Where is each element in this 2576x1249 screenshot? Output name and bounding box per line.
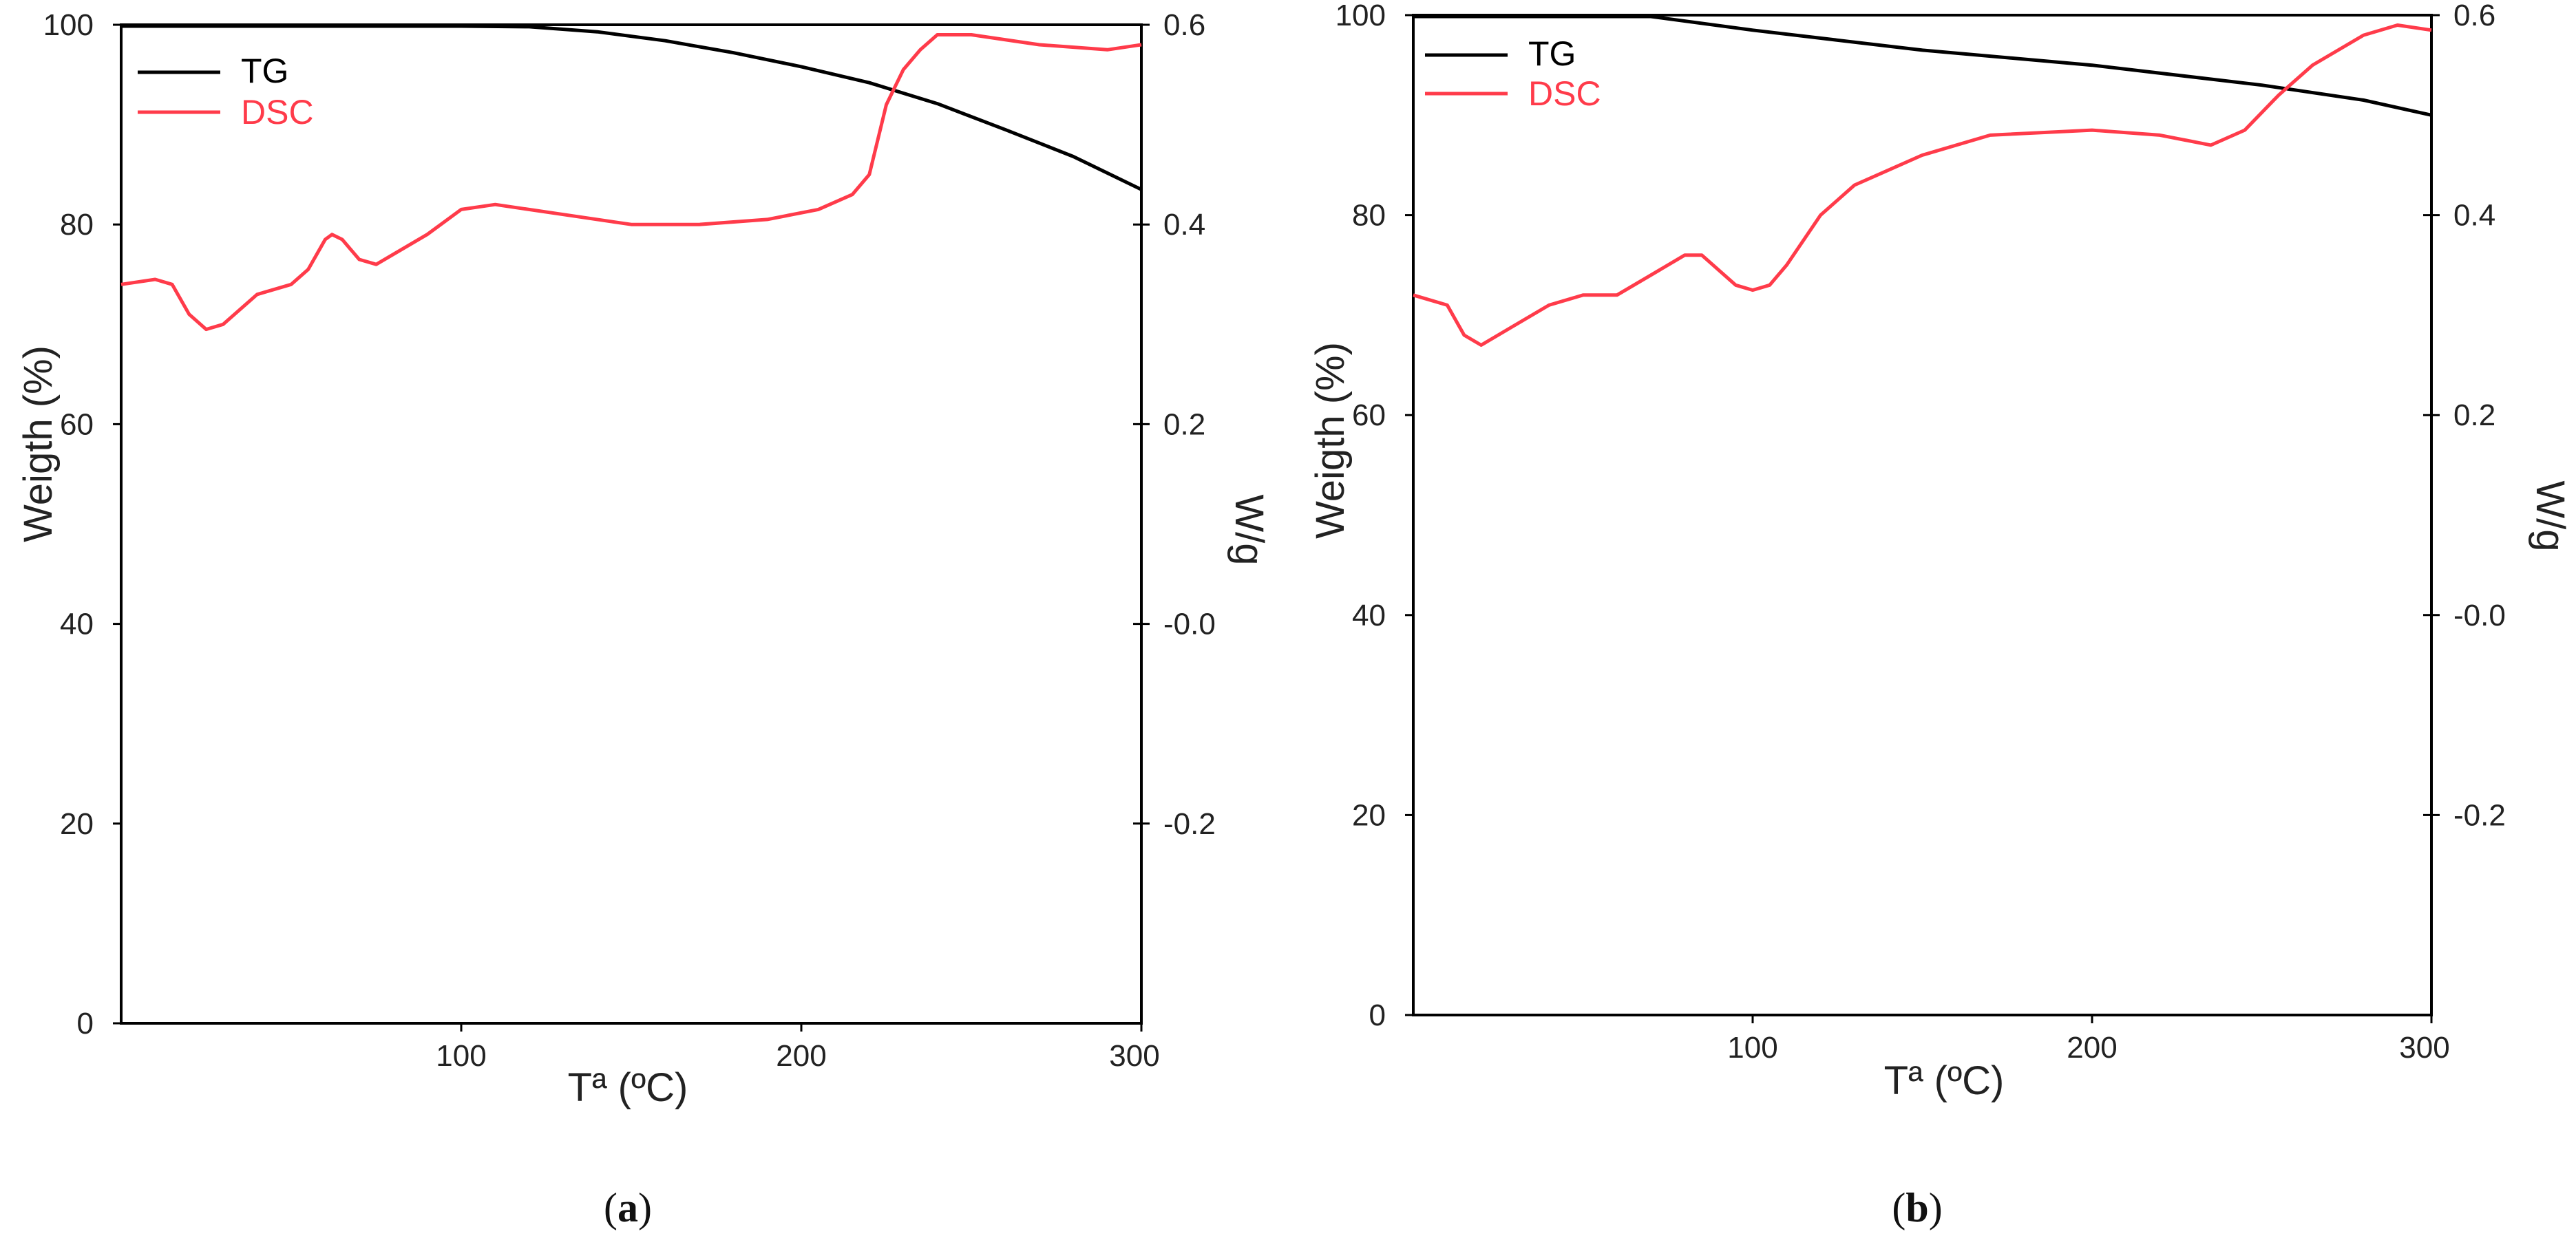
panel-b-tick-group: 100 200 300 0 20 40 60 80 100 -0.2 -0.0 0.2 0.4 0.6: [1335, 0, 2506, 1065]
panel-b-y-tick-label-100: 100: [1335, 0, 1386, 32]
panel-b-x-tick-label-100: 100: [1727, 1031, 1777, 1065]
panel-b-y2-tick-label--0.2: -0.2: [2453, 798, 2506, 832]
panel-a-x-tick-label-200: 200: [776, 1039, 826, 1073]
panel-a-y2-tick-label--0.2: -0.2: [1163, 807, 1216, 841]
panel-b-x-tick-label-300: 300: [2399, 1031, 2449, 1065]
panel-a-tick-group: 100 200 300 0 20 40 60 80 100 -0.2 -0.0 0.2 0.4 0.6: [43, 8, 1216, 1073]
panel-b-y-tick-label-0: 0: [1369, 999, 1386, 1032]
panel-a-plot-frame: [120, 23, 1143, 1025]
panel-a-series-group: [120, 24, 1143, 332]
panel-a-x-axis-title: Tª (ºC): [568, 1065, 688, 1110]
panel-b-caption: (b): [1892, 1185, 1942, 1230]
panel-b-y2-tick-label-0.6: 0.6: [2453, 0, 2495, 32]
panel-b-series-dsc-line: [1413, 23, 2432, 347]
panel-a-y-tick-label-20: 20: [60, 807, 94, 841]
panel-b-y-tick-label-40: 40: [1352, 599, 1386, 632]
panel-b-legend: TG DSC: [1425, 34, 1601, 113]
panel-a-legend-dsc-label: DSC: [241, 93, 314, 131]
panel-a-y-tick-label-0: 0: [77, 1007, 94, 1040]
panel-b-x-tick-label-200: 200: [2067, 1031, 2117, 1065]
panel-b-y-tick-label-60: 60: [1352, 398, 1386, 432]
panel-a-y2-axis-title: W/g: [1227, 494, 1271, 565]
panel-a-y2-tick-label-0.6: 0.6: [1163, 8, 1205, 42]
panel-b-y2-tick-label-0.4: 0.4: [2453, 199, 2495, 233]
panel-a-y-tick-label-40: 40: [60, 608, 94, 641]
panel-b-y-axis-title: Weigth (%): [1308, 342, 1353, 539]
panel-a-legend-tg-label: TG: [241, 52, 288, 90]
panel-a-y-axis-title: Weigth (%): [16, 345, 61, 542]
panel-b-legend-tg-label: TG: [1528, 34, 1576, 73]
panel-a-y2-tick-label-0.2: 0.2: [1163, 407, 1205, 441]
panel-a-series-dsc-line: [120, 33, 1142, 332]
panel-a-y2-tick-label--0.0: -0.0: [1163, 608, 1216, 641]
panel-a-y-tick-label-60: 60: [60, 407, 94, 441]
panel-b-series-group: [1413, 14, 2432, 347]
panel-a-legend: TG DSC: [138, 52, 314, 131]
panel-a-y2-tick-label-0.4: 0.4: [1163, 208, 1205, 242]
panel-b-y-tick-label-80: 80: [1352, 199, 1386, 233]
panel-b-y2-tick-label--0.0: -0.0: [2453, 599, 2506, 632]
panel-b-plot-frame: [1412, 14, 2433, 1016]
panel-a-caption: (a): [604, 1185, 652, 1230]
panel-a: 100 200 300 0 20 40 60 80 100 -0.2 -0.0 0.2 0.4 0.6 T…: [16, 8, 1271, 1230]
panel-b: 100 200 300 0 20 40 60 80 100 -0.2 -0.0 0.2 0.4 0.6 T…: [1308, 0, 2573, 1230]
panel-a-x-tick-label-300: 300: [1109, 1039, 1159, 1073]
panel-b-y-tick-label-20: 20: [1352, 798, 1386, 832]
panel-a-x-tick-label-100: 100: [436, 1039, 486, 1073]
panel-b-y2-tick-label-0.2: 0.2: [2453, 398, 2495, 432]
panel-b-series-tg-line: [1413, 14, 2432, 117]
panel-a-y-tick-label-100: 100: [43, 8, 94, 42]
panel-b-x-axis-title: Tª (ºC): [1884, 1058, 2005, 1103]
panel-b-y2-axis-title: W/g: [2528, 480, 2573, 551]
panel-a-y-tick-label-80: 80: [60, 208, 94, 242]
panel-b-legend-dsc-label: DSC: [1528, 74, 1601, 113]
panel-a-series-tg-line: [121, 24, 1143, 191]
